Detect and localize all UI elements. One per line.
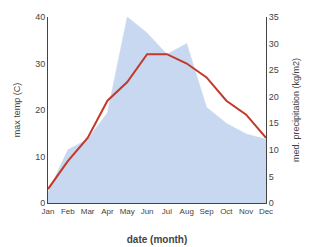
svg-text:Aug: Aug [180, 207, 194, 216]
svg-text:0: 0 [40, 198, 45, 208]
svg-text:20: 20 [35, 105, 45, 115]
svg-text:15: 15 [269, 118, 279, 128]
svg-text:Jan: Jan [42, 207, 55, 216]
svg-text:max temp (C): max temp (C) [12, 83, 22, 138]
svg-text:Nov: Nov [239, 207, 253, 216]
svg-text:25: 25 [269, 65, 279, 75]
svg-text:Sep: Sep [199, 207, 214, 216]
svg-text:20: 20 [269, 92, 279, 102]
svg-text:10: 10 [35, 152, 45, 162]
svg-text:30: 30 [35, 59, 45, 69]
svg-text:date (month): date (month) [127, 234, 188, 245]
svg-text:Mar: Mar [81, 207, 95, 216]
svg-text:Jun: Jun [141, 207, 154, 216]
svg-text:40: 40 [35, 12, 45, 22]
svg-text:10: 10 [269, 145, 279, 155]
svg-text:30: 30 [269, 39, 279, 49]
svg-text:35: 35 [269, 12, 279, 22]
svg-text:Apr: Apr [101, 207, 114, 216]
svg-text:5: 5 [269, 172, 274, 182]
svg-text:0: 0 [269, 198, 274, 208]
svg-text:Feb: Feb [61, 207, 75, 216]
svg-text:Dec: Dec [259, 207, 273, 216]
svg-text:Oct: Oct [220, 207, 233, 216]
svg-text:med. precipitation (kg/m2): med. precipitation (kg/m2) [291, 58, 301, 162]
svg-text:May: May [120, 207, 135, 216]
svg-text:Jul: Jul [162, 207, 172, 216]
